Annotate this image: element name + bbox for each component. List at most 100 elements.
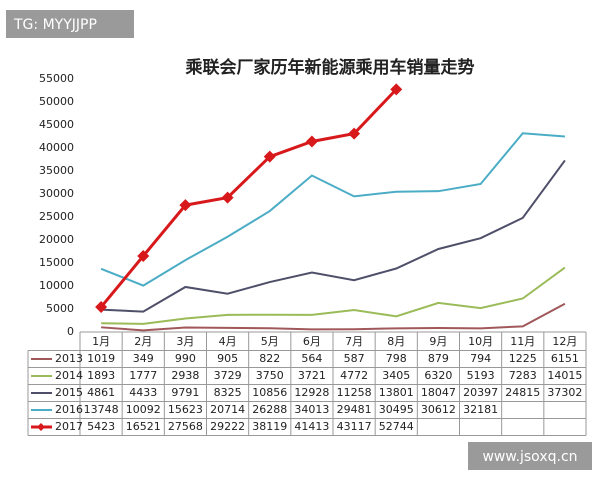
table-value: 3721 bbox=[298, 369, 326, 382]
table-value: 564 bbox=[301, 352, 322, 365]
x-tick-label: 2月 bbox=[134, 335, 152, 348]
table-value: 1777 bbox=[129, 369, 157, 382]
table-value: 13748 bbox=[84, 403, 119, 416]
x-tick-label: 4月 bbox=[219, 335, 237, 348]
watermark-box bbox=[6, 10, 134, 38]
table-value: 30612 bbox=[421, 403, 456, 416]
point-marker bbox=[348, 127, 361, 140]
table-value: 6320 bbox=[424, 369, 452, 382]
x-tick-label: 10月 bbox=[468, 335, 493, 348]
series-line bbox=[101, 266, 566, 325]
table-value: 4433 bbox=[129, 386, 157, 399]
table-value: 3729 bbox=[214, 369, 242, 382]
table-value: 27568 bbox=[168, 420, 203, 433]
table-value: 822 bbox=[259, 352, 280, 365]
chart-title: 乘联会厂家历年新能源乘用车销量走势 bbox=[185, 57, 475, 78]
x-tick-label: 11月 bbox=[510, 335, 535, 348]
x-tick-label: 12月 bbox=[552, 335, 577, 348]
table-value: 13801 bbox=[379, 386, 414, 399]
table-value: 7283 bbox=[509, 369, 537, 382]
y-tick-label: 55000 bbox=[39, 72, 74, 85]
table-value: 1225 bbox=[509, 352, 537, 365]
x-tick-label: 5月 bbox=[261, 335, 279, 348]
legend-label: 2015 bbox=[55, 386, 83, 399]
table-value: 38119 bbox=[252, 420, 287, 433]
watermark: www.jsoxq.cn bbox=[482, 449, 577, 465]
series-line bbox=[101, 159, 566, 313]
table-value: 1019 bbox=[87, 352, 115, 365]
legend-label: 2014 bbox=[55, 369, 83, 382]
x-tick-label: 7月 bbox=[345, 335, 363, 348]
legend-marker bbox=[37, 423, 45, 431]
table-value: 20714 bbox=[210, 403, 245, 416]
table-value: 24815 bbox=[505, 386, 540, 399]
point-marker bbox=[179, 199, 192, 212]
y-tick-label: 50000 bbox=[39, 95, 74, 108]
table-value: 30495 bbox=[379, 403, 414, 416]
y-tick-label: 10000 bbox=[39, 279, 74, 292]
x-tick-label: 3月 bbox=[176, 335, 194, 348]
table-value: 794 bbox=[470, 352, 491, 365]
y-tick-label: 15000 bbox=[39, 256, 74, 269]
table-value: 43117 bbox=[337, 420, 372, 433]
legend-label: 2013 bbox=[55, 352, 83, 365]
table-value: 10092 bbox=[126, 403, 161, 416]
y-tick-label: 0 bbox=[67, 325, 74, 338]
x-tick-label: 1月 bbox=[92, 335, 110, 348]
table-value: 41413 bbox=[294, 420, 329, 433]
table-value: 34013 bbox=[294, 403, 329, 416]
table-value: 905 bbox=[217, 352, 238, 365]
table-value: 29222 bbox=[210, 420, 245, 433]
table-value: 2938 bbox=[171, 369, 199, 382]
legend-label: 2016 bbox=[55, 403, 83, 416]
table-value: 349 bbox=[133, 352, 154, 365]
table-value: 8325 bbox=[214, 386, 242, 399]
y-tick-label: 25000 bbox=[39, 210, 74, 223]
table-value: 10856 bbox=[252, 386, 287, 399]
table-value: 29481 bbox=[337, 403, 372, 416]
table-value: 52744 bbox=[379, 420, 414, 433]
table-value: 11258 bbox=[337, 386, 372, 399]
x-tick-label: 6月 bbox=[303, 335, 321, 348]
table-value: 798 bbox=[386, 352, 407, 365]
table-value: 4772 bbox=[340, 369, 368, 382]
point-marker bbox=[137, 250, 150, 263]
table-value: 5193 bbox=[467, 369, 495, 382]
y-tick-label: 45000 bbox=[39, 118, 74, 131]
table-value: 990 bbox=[175, 352, 196, 365]
series-line bbox=[99, 88, 398, 309]
watermark: TG: MYYJJPP bbox=[13, 17, 97, 33]
y-tick-label: 40000 bbox=[39, 141, 74, 154]
point-marker bbox=[390, 83, 403, 96]
series-line bbox=[100, 132, 565, 287]
table-value: 14015 bbox=[547, 369, 582, 382]
table-value: 4861 bbox=[87, 386, 115, 399]
table-value: 3405 bbox=[382, 369, 410, 382]
y-tick-label: 35000 bbox=[39, 164, 74, 177]
table-value: 16521 bbox=[126, 420, 161, 433]
table-value: 15623 bbox=[168, 403, 203, 416]
table-value: 12928 bbox=[294, 386, 329, 399]
table-value: 587 bbox=[344, 352, 365, 365]
point-marker bbox=[263, 150, 276, 163]
table-value: 37302 bbox=[547, 386, 582, 399]
table-value: 20397 bbox=[463, 386, 498, 399]
point-marker bbox=[305, 135, 318, 148]
series-line bbox=[101, 302, 566, 332]
point-marker bbox=[221, 191, 234, 204]
plot: 0 5000 10000 15000 20000 25000 30000 35000 40000… bbox=[27, 72, 587, 436]
x-tick-label: 9月 bbox=[429, 335, 447, 348]
table-value: 1893 bbox=[87, 369, 115, 382]
y-tick-label: 30000 bbox=[39, 187, 74, 200]
table-value: 879 bbox=[428, 352, 449, 365]
table-value: 5423 bbox=[87, 420, 115, 433]
point-marker bbox=[95, 301, 108, 314]
y-tick-label: 20000 bbox=[39, 233, 74, 246]
table-value: 26288 bbox=[252, 403, 287, 416]
legend-label: 2017 bbox=[55, 420, 83, 433]
table-value: 9791 bbox=[171, 386, 199, 399]
table-value: 3750 bbox=[256, 369, 284, 382]
table-value: 32181 bbox=[463, 403, 498, 416]
